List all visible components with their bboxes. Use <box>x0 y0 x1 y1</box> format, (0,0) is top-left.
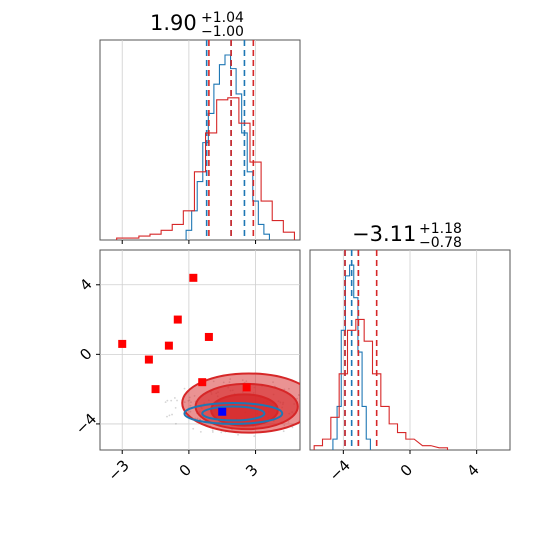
joint-sample-58 <box>171 413 173 416</box>
joint-marker-4 <box>164 341 173 350</box>
joint-marker-8 <box>242 383 251 392</box>
joint-sample-79 <box>168 414 171 417</box>
param2-title-minus: −0.78 <box>419 235 462 251</box>
joint-ytick-label-1: 0 <box>76 345 95 364</box>
joint-sample-32 <box>173 397 176 399</box>
joint-marker-9 <box>218 407 227 416</box>
joint-sample-86 <box>174 406 177 409</box>
joint-contour-1-level-0 <box>183 402 284 425</box>
joint-sample-43 <box>211 431 214 433</box>
joint-sample-29 <box>211 429 214 432</box>
joint-marker-7 <box>151 385 160 394</box>
joint-sample-126 <box>291 426 294 429</box>
joint-marker-0 <box>189 273 198 282</box>
joint-marker-1 <box>173 315 182 324</box>
param1-title-minus: −1.00 <box>201 24 244 40</box>
joint-inner <box>118 273 307 438</box>
joint-sample-87 <box>253 435 256 438</box>
joint-xtick-label-1: 0 <box>176 461 195 480</box>
param2-title: −3.11 <box>352 222 416 246</box>
param2-marginal-panel: −3.11 +1.18 −0.78 −4 0 4 <box>309 221 511 485</box>
joint-sample-48 <box>170 399 173 402</box>
joint-xtick-label-0: −3 <box>105 456 133 484</box>
param1-title: 1.90 <box>150 11 197 35</box>
joint-sample-53 <box>220 431 223 434</box>
joint-frame <box>99 249 301 451</box>
param1-marginal-panel: 1.90 +1.04 −1.00 <box>99 10 301 244</box>
param2-marginal-xtick-label-1: 0 <box>397 461 416 480</box>
joint-sample-88 <box>166 415 168 418</box>
param2-marginal-xtick-label-0: −4 <box>326 456 354 484</box>
joint-marker-5 <box>144 355 153 364</box>
joint-ytick-label-0: −4 <box>72 410 100 438</box>
joint-contour-1-level-1 <box>201 405 266 422</box>
joint-sample-127 <box>183 387 186 390</box>
joint-xtick-label-2: 3 <box>242 461 261 480</box>
joint-marker-2 <box>204 332 213 341</box>
param2-marginal-series-1-step <box>313 318 449 450</box>
joint-ytick-label-2: 4 <box>76 275 95 294</box>
joint-sample-54 <box>199 431 202 433</box>
param1-marginal-series-1-step <box>116 97 295 240</box>
param1-marginal-frame <box>99 39 301 241</box>
param2-marginal-xtick-label-2: 4 <box>463 461 482 480</box>
joint-sample-131 <box>175 422 177 425</box>
param1-title-plus: +1.04 <box>201 10 244 26</box>
joint-sample-84 <box>166 399 169 402</box>
joint-sample-37 <box>282 430 285 433</box>
joint-sample-89 <box>192 427 195 430</box>
joint-sample-69 <box>301 406 303 408</box>
param1-marginal-series-0-step <box>185 54 270 240</box>
joint-sample-97 <box>164 401 167 403</box>
joint-panel: −3 0 3 −4 0 4 <box>72 249 307 485</box>
joint-sample-11 <box>305 418 307 420</box>
joint-sample-93 <box>237 433 239 436</box>
param2-title-plus: +1.18 <box>419 221 462 237</box>
joint-marker-6 <box>198 378 207 387</box>
joint-sample-70 <box>176 399 178 402</box>
joint-marker-3 <box>118 339 127 348</box>
